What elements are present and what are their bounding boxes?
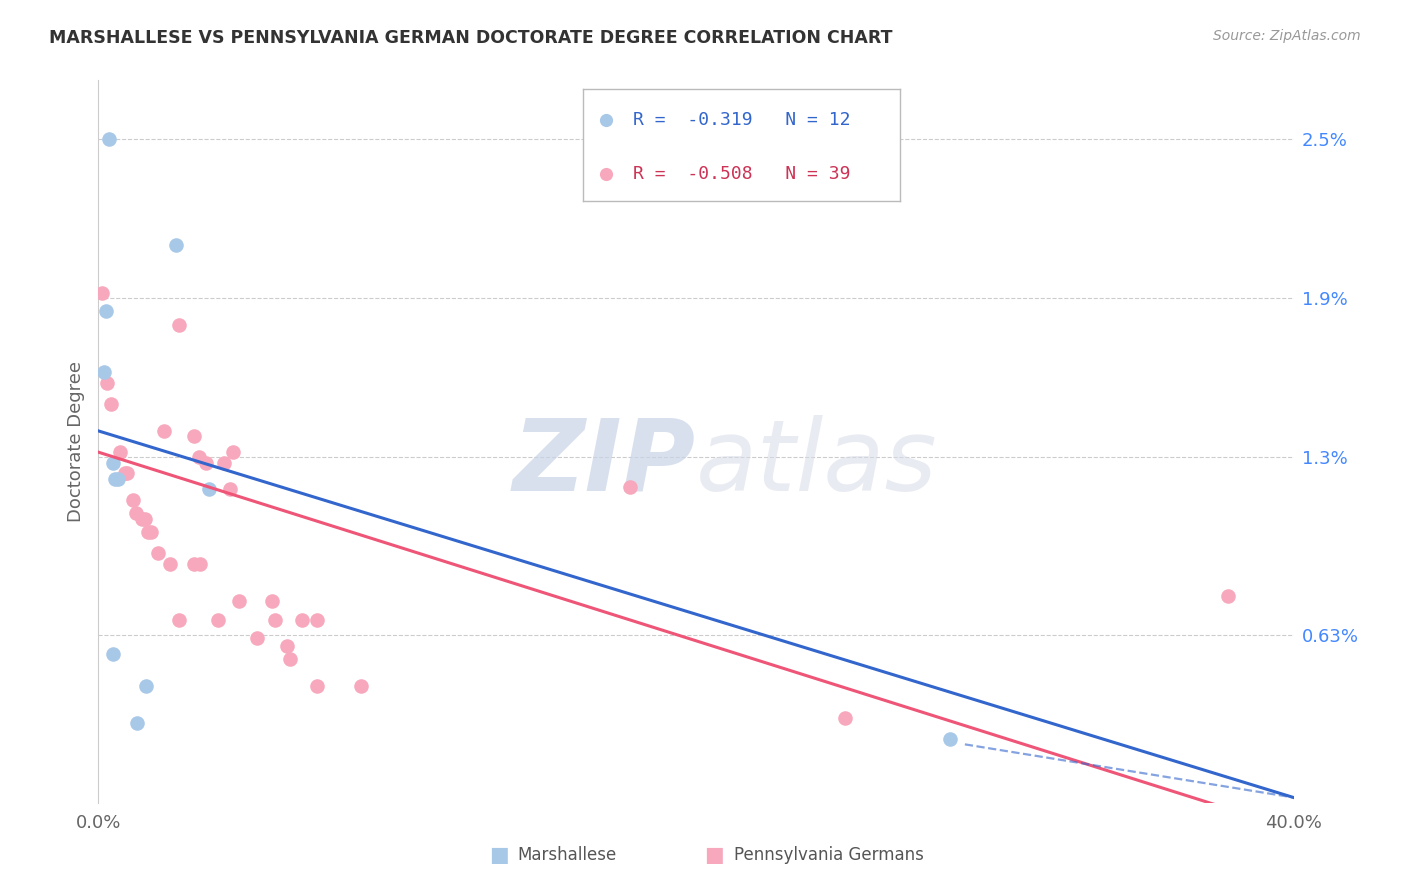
Point bbox=[619, 480, 641, 494]
Point bbox=[103, 456, 125, 470]
Point bbox=[1216, 589, 1239, 603]
Point bbox=[148, 546, 170, 560]
Point bbox=[153, 424, 176, 438]
Point bbox=[167, 613, 190, 627]
Point bbox=[91, 285, 114, 300]
Point bbox=[350, 679, 373, 693]
Point bbox=[246, 631, 269, 645]
Text: Marshallese: Marshallese bbox=[517, 846, 617, 863]
Point bbox=[103, 647, 125, 661]
Text: Pennsylvania Germans: Pennsylvania Germans bbox=[734, 846, 924, 863]
Point bbox=[228, 594, 250, 608]
Point bbox=[188, 557, 211, 571]
Point bbox=[305, 679, 328, 693]
Point bbox=[100, 397, 122, 411]
Point bbox=[97, 132, 120, 146]
Y-axis label: Doctorate Degree: Doctorate Degree bbox=[66, 361, 84, 522]
Point bbox=[183, 429, 205, 443]
Point bbox=[93, 366, 115, 380]
Point bbox=[125, 506, 148, 520]
Point bbox=[96, 376, 118, 390]
Point bbox=[219, 483, 242, 497]
Point bbox=[291, 613, 314, 627]
Point bbox=[94, 304, 117, 318]
Point bbox=[260, 594, 283, 608]
Point bbox=[107, 472, 129, 486]
Text: R =  -0.508   N = 39: R = -0.508 N = 39 bbox=[633, 165, 851, 183]
Point bbox=[198, 483, 221, 497]
Text: ■: ■ bbox=[704, 845, 724, 864]
Point bbox=[114, 467, 136, 481]
Point bbox=[305, 613, 328, 627]
Point bbox=[195, 456, 218, 470]
Point bbox=[183, 557, 205, 571]
Point bbox=[278, 652, 301, 666]
Point bbox=[134, 511, 156, 525]
Text: ZIP: ZIP bbox=[513, 415, 696, 512]
Point bbox=[127, 716, 149, 731]
Point bbox=[131, 511, 153, 525]
Text: R =  -0.319   N = 12: R = -0.319 N = 12 bbox=[633, 112, 851, 129]
Point bbox=[207, 613, 229, 627]
Point bbox=[135, 679, 157, 693]
Point bbox=[165, 238, 187, 252]
Point bbox=[136, 524, 159, 539]
Point bbox=[139, 524, 162, 539]
Point bbox=[121, 493, 143, 508]
Point bbox=[115, 467, 138, 481]
Point bbox=[159, 557, 181, 571]
Point bbox=[212, 456, 235, 470]
Point bbox=[187, 450, 209, 465]
Text: ■: ■ bbox=[489, 845, 509, 864]
Text: atlas: atlas bbox=[696, 415, 938, 512]
Point bbox=[167, 318, 190, 332]
Point bbox=[108, 445, 131, 459]
Text: Source: ZipAtlas.com: Source: ZipAtlas.com bbox=[1213, 29, 1361, 43]
Point bbox=[939, 732, 962, 747]
Point bbox=[834, 711, 856, 725]
Point bbox=[263, 613, 285, 627]
Point bbox=[276, 639, 298, 653]
Point bbox=[104, 472, 127, 486]
Point bbox=[222, 445, 245, 459]
Text: MARSHALLESE VS PENNSYLVANIA GERMAN DOCTORATE DEGREE CORRELATION CHART: MARSHALLESE VS PENNSYLVANIA GERMAN DOCTO… bbox=[49, 29, 893, 46]
